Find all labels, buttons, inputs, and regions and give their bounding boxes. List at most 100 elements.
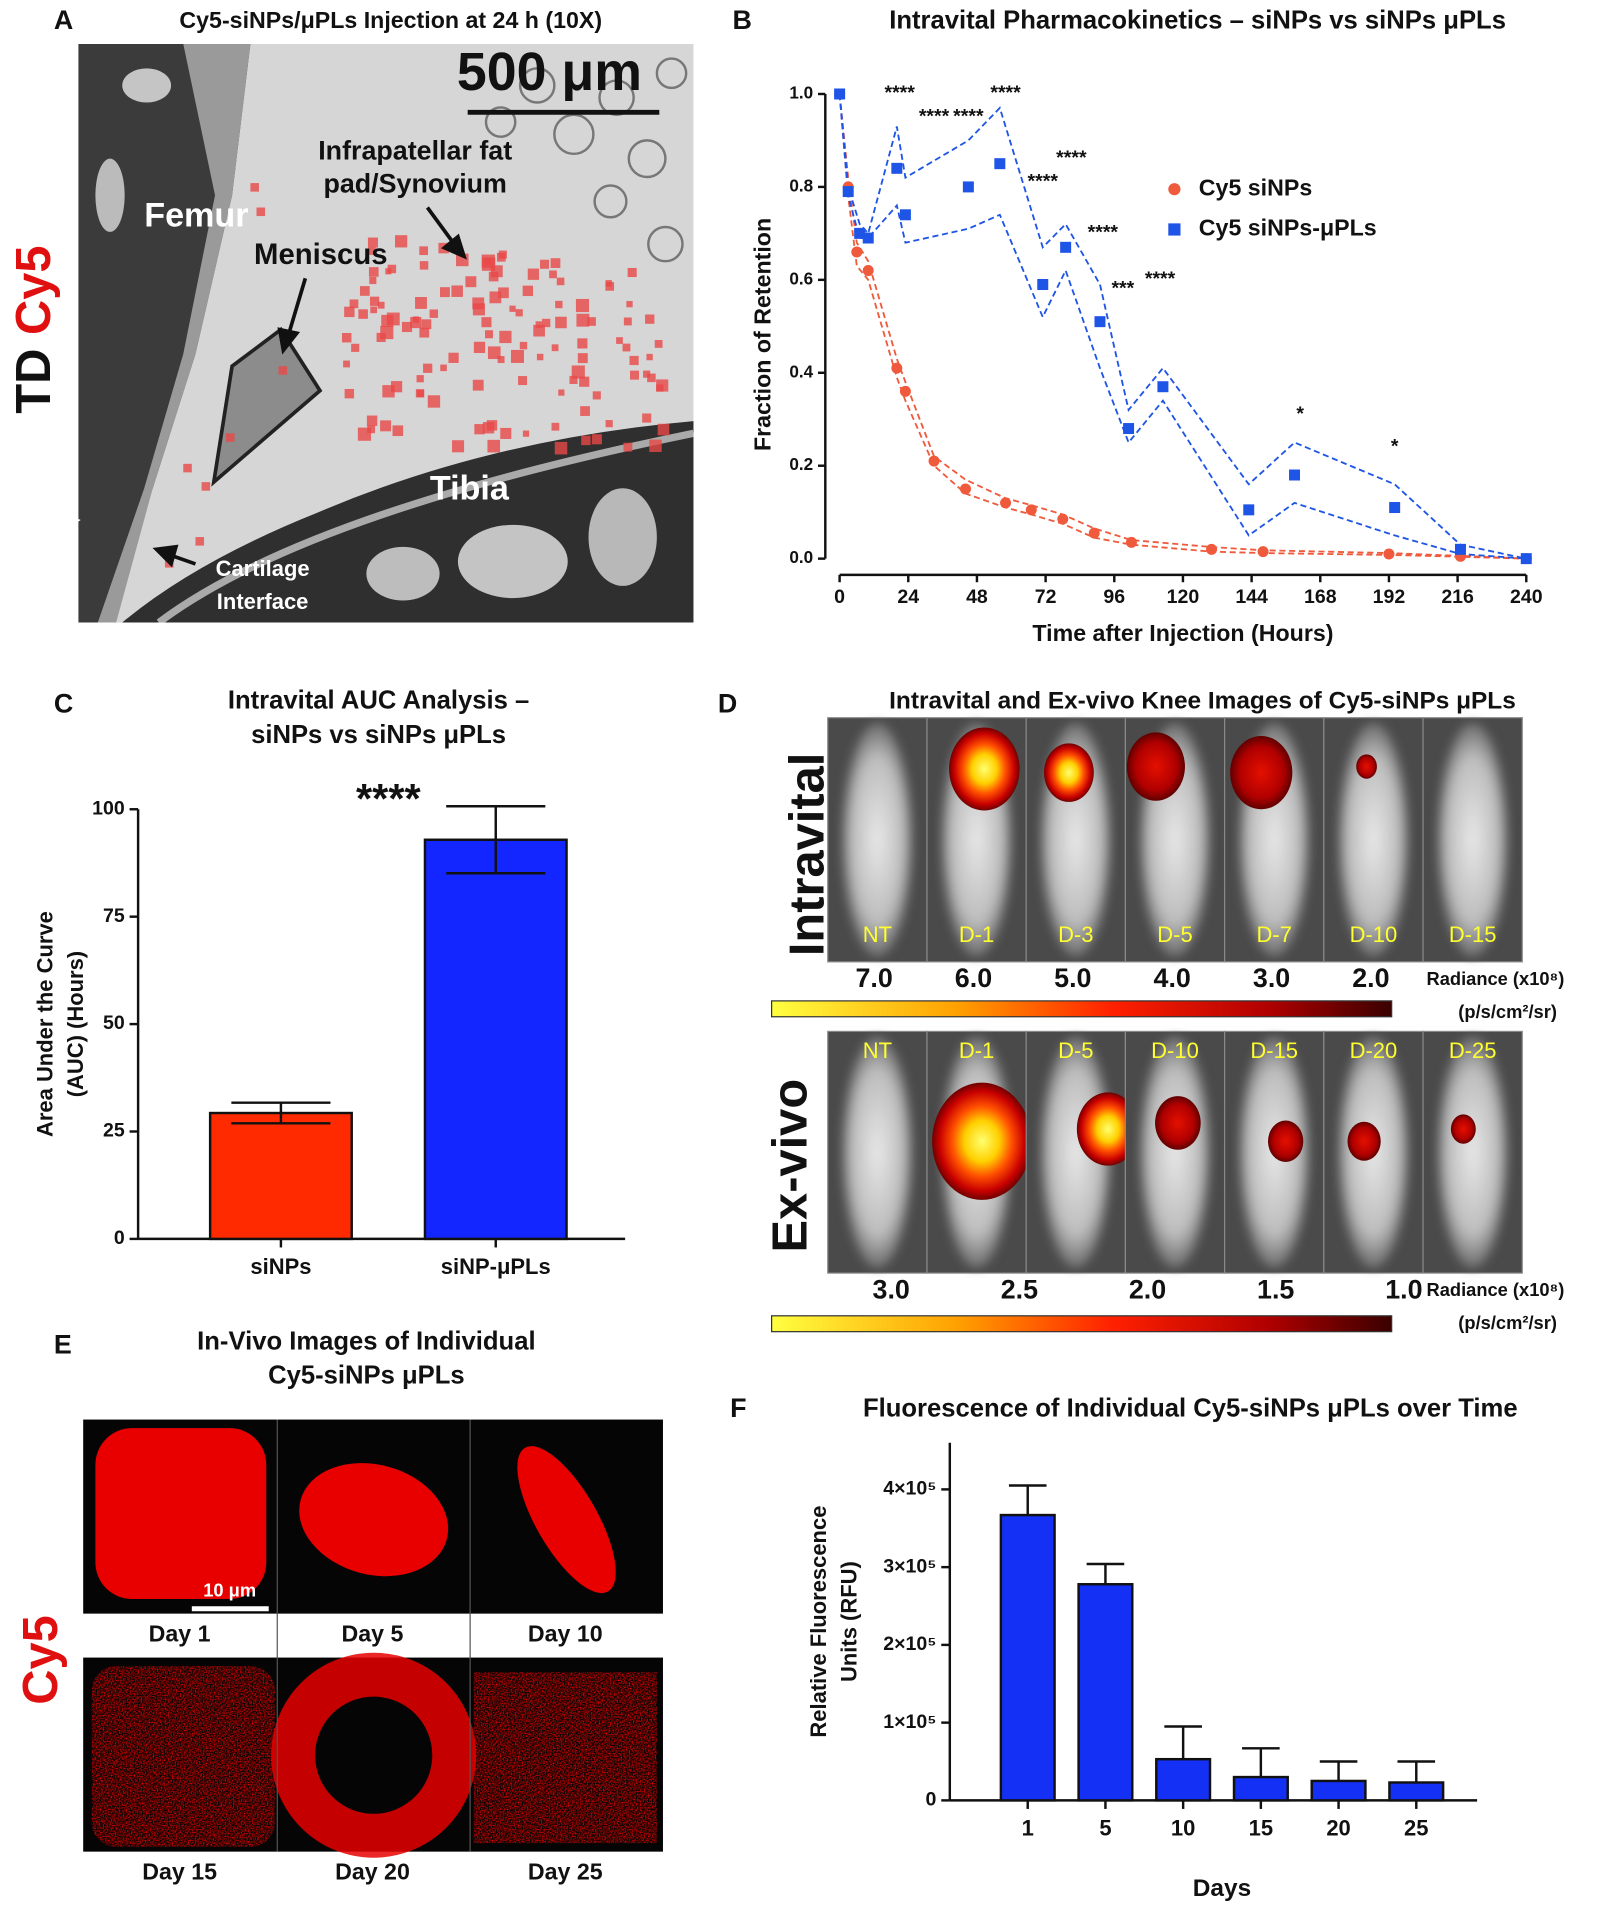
particle — [482, 422, 495, 434]
y-tick-label: 2×10⁵ — [883, 1633, 936, 1655]
particle — [465, 276, 477, 288]
y-tick-label: 4×10⁵ — [883, 1478, 936, 1500]
particle — [558, 389, 565, 396]
band-line — [838, 93, 1527, 560]
point — [962, 181, 974, 193]
image-tag: D-20 — [1350, 1038, 1398, 1063]
image-tag: D-25 — [1449, 1038, 1497, 1063]
signal — [949, 727, 1020, 811]
annotation: **** — [1028, 170, 1059, 192]
y-tick-label: 0.4 — [789, 362, 813, 381]
annotation: **** — [990, 82, 1021, 104]
particle — [487, 439, 501, 453]
particle — [623, 442, 633, 452]
error-bar — [1086, 1562, 1125, 1585]
day-label: Day 25 — [528, 1859, 603, 1885]
image-tag: D-5 — [1058, 1038, 1093, 1063]
signal — [1450, 1114, 1476, 1144]
particle — [550, 258, 561, 268]
bar — [1232, 1775, 1289, 1802]
particle — [539, 259, 550, 269]
x-tick-label: 10 — [1171, 1815, 1195, 1840]
particle — [359, 286, 370, 296]
particle — [473, 341, 486, 354]
row-label: Ex-vivo — [763, 1079, 817, 1253]
signal — [1044, 743, 1094, 802]
colorbar-tick-label: 2.0 — [1129, 1274, 1166, 1304]
particle — [499, 330, 512, 344]
colorbar-tick-label: 7.0 — [855, 963, 892, 993]
error-bar — [1242, 1747, 1280, 1778]
particle — [472, 379, 484, 391]
point — [834, 88, 846, 100]
band-line — [838, 93, 1527, 560]
particle — [343, 360, 350, 368]
y-tick-label: 0.6 — [789, 269, 813, 288]
particle — [183, 463, 192, 473]
point — [1383, 548, 1395, 560]
particle — [556, 277, 565, 286]
annotation: **** — [885, 82, 916, 104]
particle — [646, 353, 653, 361]
point — [1520, 553, 1532, 565]
knee-image — [1436, 722, 1509, 957]
particle — [535, 321, 543, 329]
particle — [654, 340, 663, 348]
bar — [1388, 1781, 1445, 1802]
particle — [451, 285, 463, 297]
x-tick-label: 72 — [1035, 586, 1057, 608]
particle — [645, 314, 655, 324]
particle — [382, 385, 395, 398]
particle — [576, 313, 590, 327]
colorbar-unit: (p/s/cm²/sr) — [1458, 1312, 1557, 1333]
signal — [1126, 732, 1185, 801]
particle — [489, 291, 502, 304]
bar — [1310, 1779, 1367, 1802]
panel-label: C — [54, 689, 73, 719]
point — [899, 385, 911, 397]
particle — [349, 299, 359, 309]
bar — [423, 838, 568, 1241]
bar — [1077, 1583, 1134, 1802]
particle — [448, 352, 459, 363]
colorbar-tick-label: 3.0 — [1253, 963, 1290, 993]
y-axis-label: Area Under the Curve — [32, 911, 57, 1137]
particle — [510, 349, 524, 363]
error-bar — [1164, 1725, 1202, 1760]
particle — [522, 430, 530, 437]
particle — [419, 327, 430, 338]
particle — [580, 406, 590, 416]
bar — [999, 1513, 1056, 1802]
point — [851, 246, 863, 258]
particle — [642, 413, 652, 423]
point — [1123, 423, 1135, 435]
point — [842, 186, 854, 198]
y-tick-label: 1×10⁵ — [883, 1711, 936, 1733]
image-tag: D-1 — [959, 922, 994, 947]
colorbar-unit: (p/s/cm²/sr) — [1458, 1001, 1557, 1022]
y-tick-label: 0.2 — [789, 455, 813, 474]
particle — [647, 373, 656, 383]
colorbar-tick-label: 3.0 — [873, 1274, 910, 1304]
particle — [195, 537, 205, 546]
row-label: Intravital — [781, 753, 835, 956]
point — [928, 455, 940, 467]
point — [1094, 316, 1106, 328]
bar — [208, 1111, 353, 1241]
particle — [386, 312, 400, 326]
particle — [278, 366, 288, 375]
particle — [369, 296, 380, 306]
legend-marker — [1168, 223, 1181, 236]
point — [1037, 279, 1049, 290]
error-bar — [1008, 1484, 1047, 1516]
colorbar-tick-label: 4.0 — [1154, 963, 1191, 993]
particle — [527, 268, 540, 280]
x-axis-label: Days — [1193, 1875, 1251, 1902]
y-tick-label: 0 — [114, 1227, 125, 1249]
panel-label: B — [733, 5, 752, 35]
error-bar — [231, 1101, 331, 1125]
particle — [490, 265, 503, 278]
particle — [380, 420, 392, 432]
y-axis-label: Fraction of Retention — [749, 218, 775, 451]
